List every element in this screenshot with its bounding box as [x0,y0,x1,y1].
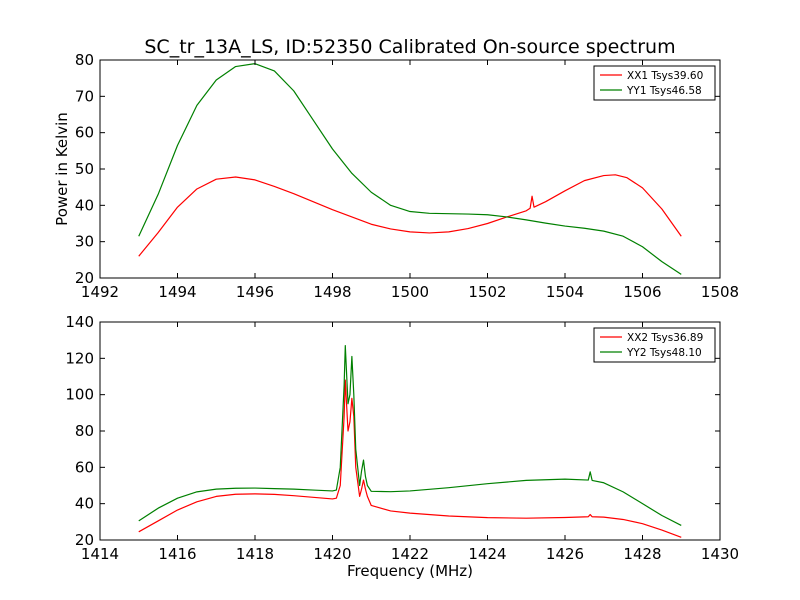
x-tick-label: 1502 [468,283,506,301]
y-tick-label: 100 [65,386,94,404]
x-tick-label: 1496 [236,283,274,301]
x-tick-label: 1414 [81,545,119,563]
chart-title: SC_tr_13A_LS, ID:52350 Calibrated On-sou… [144,36,675,58]
x-tick-label: 1424 [468,545,506,563]
legend-entry-label: XX1 Tsys39.60 [627,70,703,82]
y-axis-label: Power in Kelvin [53,112,71,226]
y-tick-label: 70 [75,87,94,105]
legend-box [593,65,716,101]
x-tick-label: 1506 [623,283,661,301]
x-tick-label: 1418 [236,545,274,563]
legend-entry-label: YY1 Tsys46.58 [626,85,702,97]
y-tick-label: 40 [75,196,94,214]
legend: XX1 Tsys39.60 YY1 Tsys46.58 [593,65,716,101]
x-tick-label: 1430 [701,545,739,563]
y-tick-label: 120 [65,349,94,367]
y-tick-label: 60 [75,458,94,476]
y-tick-label: 40 [75,495,94,513]
y-tick-label: 80 [75,422,94,440]
y-tick-label: 60 [75,124,94,142]
x-tick-label: 1420 [313,545,351,563]
x-axis-label: Frequency (MHz) [347,562,473,580]
y-tick-label: 140 [65,313,94,331]
series-line-2-1 [138,379,682,538]
legend-box [593,327,716,363]
x-tick-label: 1416 [158,545,196,563]
legend: XX2 Tsys36.89 YY2 Tsys48.10 [593,327,716,363]
chart-panels: 1492 1494 1496 1498 1500 1502 1504 1506 1508 20 30… [65,51,739,563]
legend-entry-label: YY2 Tsys48.10 [626,347,702,359]
x-tick-label: 1494 [158,283,196,301]
plot-panel-1: 1492 1494 1496 1498 1500 1502 1504 1506 1508 20 30… [75,51,739,301]
series-line-1-1 [138,174,682,257]
y-tick-label: 50 [75,160,94,178]
x-tick-label: 1504 [546,283,584,301]
x-tick-label: 1492 [81,283,119,301]
x-tick-label: 1498 [313,283,351,301]
x-tick-label: 1422 [391,545,429,563]
y-tick-label: 80 [75,51,94,69]
x-tick-label: 1428 [623,545,661,563]
legend-entry-label: XX2 Tsys36.89 [627,332,703,344]
x-tick-label: 1426 [546,545,584,563]
x-tick-label: 1508 [701,283,739,301]
series-line-2-2 [138,345,682,527]
y-tick-label: 30 [75,233,94,251]
plot-panel-2: 1414 1416 1418 1420 1422 1424 1426 1428 1430 20 40… [65,313,739,563]
y-tick-label: 20 [75,269,94,287]
series-line-1-2 [138,63,682,275]
y-tick-label: 20 [75,531,94,549]
x-tick-label: 1500 [391,283,429,301]
